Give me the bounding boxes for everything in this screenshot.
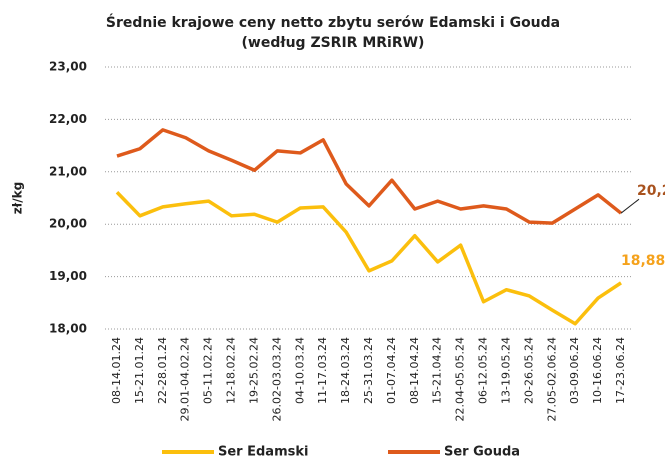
y-tick-label: 19,00 (49, 269, 87, 283)
y-tick-label: 20,00 (49, 217, 87, 231)
series-line (115, 191, 622, 326)
x-tick-label: 26.02-03.03.24 (270, 337, 283, 421)
label-leader (620, 198, 640, 214)
x-tick-label: 01-07.04.24 (385, 337, 398, 404)
x-tick-label: 25-31.03.24 (362, 337, 375, 404)
data-label: 18,88 (621, 253, 665, 269)
x-tick-label: 20-26.05.24 (522, 337, 535, 404)
y-tick-label: 23,00 (49, 60, 87, 74)
y-axis-label: zł/kg (11, 182, 25, 214)
x-tick-label: 22-28.01.24 (156, 337, 169, 404)
legend-label: Ser Edamski (218, 445, 308, 460)
x-tick-label: 05-11.02.24 (202, 337, 215, 404)
x-tick-label: 10-16.06.24 (591, 337, 604, 404)
x-tick-label: 22.04-05.05.24 (454, 337, 467, 421)
x-tick-label: 11-17.03.24 (316, 337, 329, 404)
chart-title: Średnie krajowe ceny netto zbytu serów E… (106, 13, 560, 31)
x-tick-label: 27.05-02.06.24 (545, 337, 558, 421)
x-tick-label: 13-19.05.24 (499, 337, 512, 404)
y-tick-label: 21,00 (49, 164, 87, 178)
x-tick-label: 06-12.05.24 (477, 337, 490, 404)
x-tick-label: 18-24.03.24 (339, 337, 352, 404)
x-tick-label: 03-09.06.24 (568, 337, 581, 404)
y-tick-label: 22,00 (49, 112, 87, 126)
x-tick-label: 19-25.02.24 (247, 337, 260, 404)
x-tick-label: 08-14.01.24 (110, 337, 123, 404)
chart-subtitle: (według ZSRIR MRiRW) (242, 35, 425, 51)
x-tick-label: 08-14.04.24 (408, 337, 421, 404)
series-line (116, 128, 623, 225)
x-tick-label: 15-21.01.24 (133, 337, 146, 404)
x-tick-label: 12-18.02.24 (225, 337, 238, 404)
x-tick-label: 15-21.04.24 (431, 337, 444, 404)
x-tick-label: 17-23.06.24 (614, 337, 627, 404)
data-label: 20,21 (637, 183, 665, 199)
x-tick-label: 04-10.03.24 (293, 337, 306, 404)
x-tick-label: 29.01-04.02.24 (179, 337, 192, 421)
y-tick-label: 18,00 (49, 322, 87, 336)
legend-label: Ser Gouda (444, 445, 520, 460)
